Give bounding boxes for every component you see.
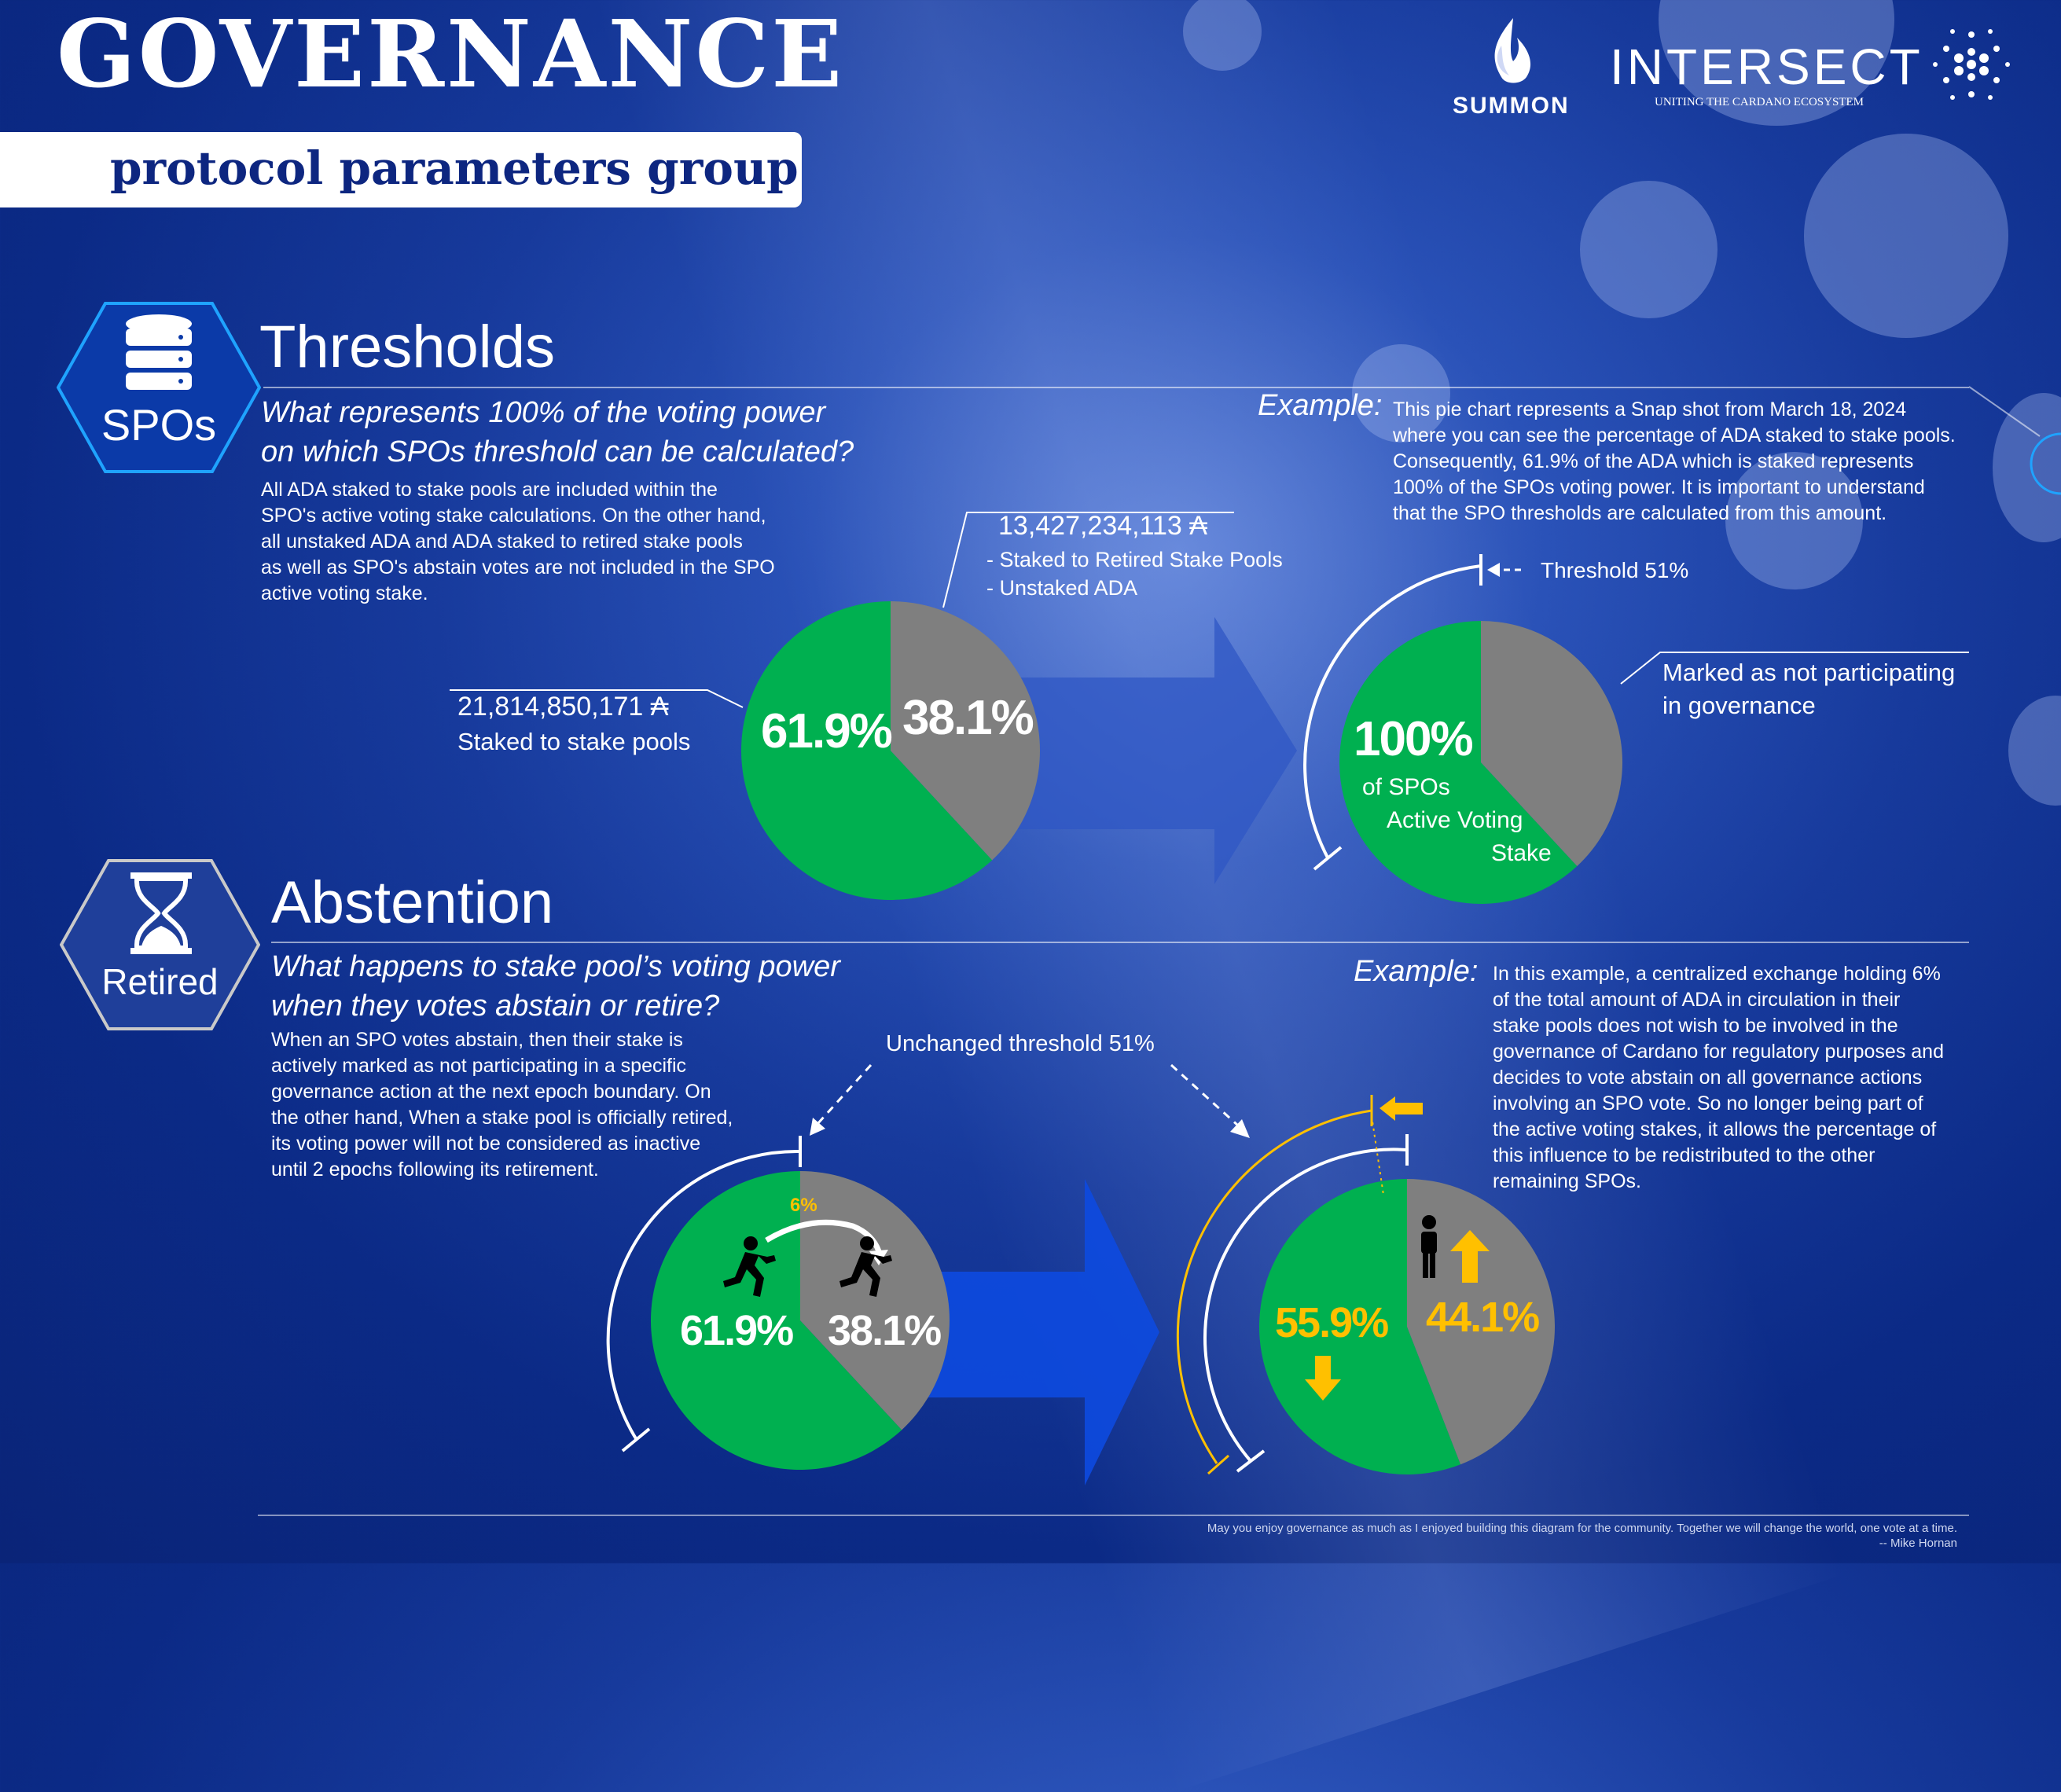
pie3-slice-green (651, 1171, 902, 1471)
pie4-gray-label: 44.1% (1426, 1294, 1540, 1341)
abstention-title: Abstention (271, 869, 554, 936)
abstention-divider (271, 942, 1969, 943)
runner-icon-left (723, 1236, 776, 1297)
thresholds-arrow (998, 617, 1297, 884)
pie-staked (740, 601, 1040, 900)
bubble (1725, 452, 1863, 589)
abstention-question: What happens to stake pool’s voting powe… (271, 950, 840, 1023)
bubble (1183, 0, 1262, 71)
person-icon (1421, 1215, 1437, 1278)
orange-down-arrow-icon (1305, 1356, 1341, 1401)
summon-flame-icon (1494, 18, 1531, 83)
orange-left-arrow-icon (1380, 1096, 1423, 1121)
staked-amount: 21,814,850,171 ₳ (457, 692, 669, 722)
abstention-example-label: Example: (1354, 955, 1479, 988)
footer-divider (258, 1515, 1969, 1516)
cardano-logo-icon (1933, 29, 2010, 100)
unstaked-label-retired: - Staked to Retired Stake Pools (986, 548, 1283, 571)
bubble (1804, 134, 2008, 338)
spos-badge-label: SPOs (101, 400, 217, 450)
pie2-label-line1: of SPOs (1362, 774, 1450, 800)
abstention-body: When an SPO votes abstain, then their st… (271, 1029, 733, 1181)
thresholds-example-text: This pie chart represents a Snap shot fr… (1393, 398, 1956, 524)
page-title: GOVERNANCE (57, 0, 845, 108)
abstention-graphics (651, 1095, 1556, 1485)
pie-before (651, 1171, 950, 1471)
pie1-slice-unstaked (891, 601, 1040, 861)
intersect-logo-text: INTERSECT (1610, 39, 1923, 95)
pie2-label-line3: Stake (1491, 840, 1552, 866)
pie2-slice-active (1339, 621, 1578, 904)
orange-up-arrow (1450, 1230, 1490, 1283)
pie1-slice-staked (740, 601, 993, 900)
unstaked-label-unstaked: - Unstaked ADA (986, 576, 1138, 600)
subtitle-banner (0, 132, 802, 207)
pie2-slice-not-participating (1481, 621, 1623, 866)
bubble (1352, 344, 1450, 442)
pie3-slice-gray (800, 1171, 950, 1430)
page-subtitle: protocol parameters group (110, 141, 799, 195)
thresholds-question: What represents 100% of the voting power… (261, 396, 854, 468)
pie-after (1259, 1179, 1556, 1474)
footer-quote: May you enjoy governance as much as I en… (1207, 1522, 1957, 1535)
pie2-label-line2: Active Voting (1387, 807, 1523, 833)
bubble (1580, 181, 1718, 318)
thresholds-title: Thresholds (259, 314, 555, 380)
pie4-slice-gray (1407, 1179, 1556, 1465)
pie3-green-label: 61.9% (680, 1307, 794, 1354)
thresholds-body: All ADA staked to stake pools are includ… (261, 479, 775, 604)
abstention-arrow (928, 1179, 1159, 1485)
pie1-gray-label: 38.1% (902, 691, 1034, 745)
spos-hexagon-badge (57, 302, 261, 473)
pie2-percent: 100% (1354, 712, 1474, 766)
not-participating-line1: Marked as not participating (1662, 659, 1956, 686)
thresholds-divider (263, 387, 1969, 388)
thresholds-example-label: Example: (1258, 389, 1383, 422)
summon-logo-text: SUMMON (1453, 93, 1570, 119)
abstention-example-text: In this example, a centralized exchange … (1493, 963, 1944, 1192)
pie3-gray-label: 38.1% (828, 1307, 942, 1354)
runner-icon-right (839, 1236, 892, 1297)
pie4-slice-green (1259, 1179, 1461, 1474)
pie4-green-label: 55.9% (1275, 1299, 1389, 1346)
thresholds-graphics (740, 432, 2061, 904)
pie-active-voting (1339, 621, 1623, 904)
pie1-green-label: 61.9% (761, 704, 893, 758)
not-participating-line2: in governance (1662, 692, 1816, 719)
footer-author: -- Mike Hornan (1879, 1537, 1957, 1550)
intersect-tagline: UNITING THE CARDANO ECOSYSTEM (1655, 96, 1864, 108)
retired-hexagon-badge (60, 859, 260, 1030)
six-percent-label: 6% (790, 1195, 817, 1216)
threshold-51-label: Threshold 51% (1541, 558, 1689, 582)
unchanged-threshold-label: Unchanged threshold 51% (886, 1031, 1155, 1056)
retired-badge-label: Retired (101, 961, 219, 1002)
staked-label: Staked to stake pools (457, 728, 691, 755)
unstaked-amount: 13,427,234,113 ₳ (998, 511, 1207, 541)
